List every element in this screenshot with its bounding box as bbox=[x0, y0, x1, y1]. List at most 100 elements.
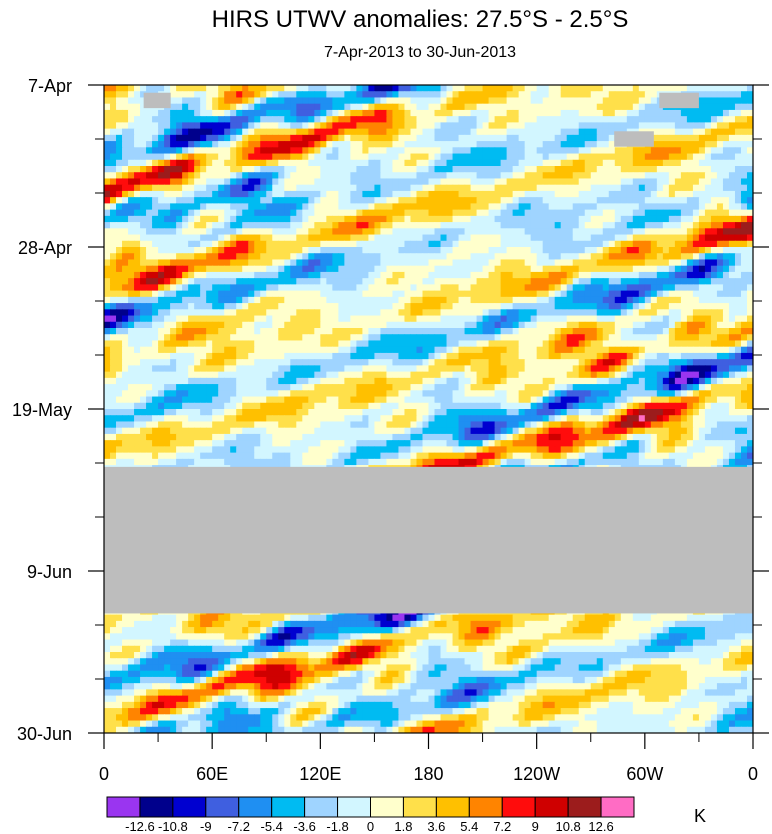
field-cell bbox=[212, 209, 219, 217]
field-cell bbox=[680, 166, 688, 173]
field-cell bbox=[134, 303, 141, 310]
field-cell bbox=[458, 234, 466, 242]
field-cell bbox=[128, 159, 135, 167]
field-cell bbox=[638, 215, 646, 223]
field-cell bbox=[200, 240, 207, 248]
field-cell bbox=[332, 103, 339, 111]
field-cell bbox=[590, 116, 598, 123]
field-cell bbox=[152, 166, 159, 173]
field-cell bbox=[662, 215, 670, 223]
field-cell bbox=[338, 290, 345, 298]
field-cell bbox=[596, 234, 604, 242]
field-cell bbox=[374, 240, 382, 248]
field-cell bbox=[398, 359, 406, 366]
field-cell bbox=[524, 141, 532, 148]
field-cell bbox=[290, 172, 297, 180]
field-cell bbox=[368, 253, 376, 261]
field-cell bbox=[638, 203, 646, 211]
field-cell bbox=[248, 109, 255, 117]
field-cell bbox=[710, 352, 718, 360]
field-cell bbox=[200, 315, 207, 323]
field-cell bbox=[632, 328, 640, 335]
field-cell bbox=[158, 371, 165, 379]
field-cell bbox=[326, 153, 333, 161]
field-cell bbox=[398, 128, 406, 136]
field-cell bbox=[446, 346, 454, 354]
field-cell bbox=[362, 109, 370, 117]
field-cell bbox=[278, 147, 285, 155]
field-cell bbox=[578, 278, 586, 285]
field-cell bbox=[278, 91, 285, 99]
field-cell bbox=[182, 340, 189, 348]
field-cell bbox=[284, 134, 291, 142]
field-cell bbox=[620, 116, 628, 123]
field-cell bbox=[122, 296, 129, 304]
field-cell bbox=[722, 309, 730, 317]
field-cell bbox=[110, 278, 117, 285]
field-cell bbox=[158, 153, 165, 161]
field-cell bbox=[254, 203, 261, 211]
field-cell bbox=[554, 147, 562, 155]
field-cell bbox=[404, 271, 412, 279]
field-cell bbox=[464, 334, 472, 342]
field-cell bbox=[422, 259, 430, 267]
field-cell bbox=[578, 141, 586, 148]
field-cell bbox=[482, 172, 490, 180]
field-cell bbox=[602, 359, 610, 366]
field-cell bbox=[566, 321, 574, 329]
field-cell bbox=[428, 91, 436, 99]
field-cell bbox=[572, 190, 580, 198]
field-cell bbox=[440, 309, 448, 317]
field-cell bbox=[518, 234, 526, 242]
field-cell bbox=[296, 215, 303, 223]
field-cell bbox=[362, 134, 370, 142]
field-cell bbox=[206, 296, 213, 304]
field-cell bbox=[596, 209, 604, 217]
field-cell bbox=[392, 134, 400, 142]
field-cell bbox=[260, 116, 267, 123]
field-cell bbox=[206, 203, 213, 211]
field-cell bbox=[488, 290, 496, 298]
field-cell bbox=[110, 103, 117, 111]
field-cell bbox=[356, 116, 363, 123]
field-cell bbox=[170, 253, 177, 261]
field-cell bbox=[128, 166, 135, 173]
field-cell bbox=[110, 190, 117, 198]
field-cell bbox=[308, 215, 315, 223]
field-cell bbox=[668, 284, 676, 292]
field-cell bbox=[698, 197, 706, 204]
field-cell bbox=[170, 321, 177, 329]
field-cell bbox=[290, 215, 297, 223]
field-cell bbox=[422, 103, 430, 111]
field-cell bbox=[554, 134, 562, 142]
field-cell bbox=[368, 352, 376, 360]
field-cell bbox=[182, 321, 189, 329]
field-cell bbox=[410, 340, 418, 348]
field-cell bbox=[260, 197, 267, 204]
field-cell bbox=[404, 265, 412, 273]
field-cell bbox=[680, 116, 688, 123]
field-cell bbox=[218, 159, 225, 167]
field-cell bbox=[440, 278, 448, 285]
field-cell bbox=[104, 85, 111, 92]
field-cell bbox=[236, 228, 243, 236]
field-cell bbox=[362, 172, 370, 180]
field-cell bbox=[458, 159, 466, 167]
field-cell bbox=[572, 315, 580, 323]
field-cell bbox=[368, 296, 376, 304]
field-cell bbox=[392, 153, 400, 161]
field-cell bbox=[212, 309, 219, 317]
field-cell bbox=[494, 215, 502, 223]
field-cell bbox=[284, 172, 291, 180]
field-cell bbox=[458, 346, 466, 354]
field-cell bbox=[668, 346, 676, 354]
field-cell bbox=[278, 247, 285, 254]
field-cell bbox=[110, 203, 117, 211]
field-cell bbox=[344, 197, 351, 204]
field-cell bbox=[548, 141, 556, 148]
field-cell bbox=[122, 122, 129, 130]
field-cell bbox=[326, 178, 333, 186]
field-cell bbox=[704, 209, 712, 217]
field-cell bbox=[224, 365, 231, 373]
field-cell bbox=[110, 365, 117, 373]
